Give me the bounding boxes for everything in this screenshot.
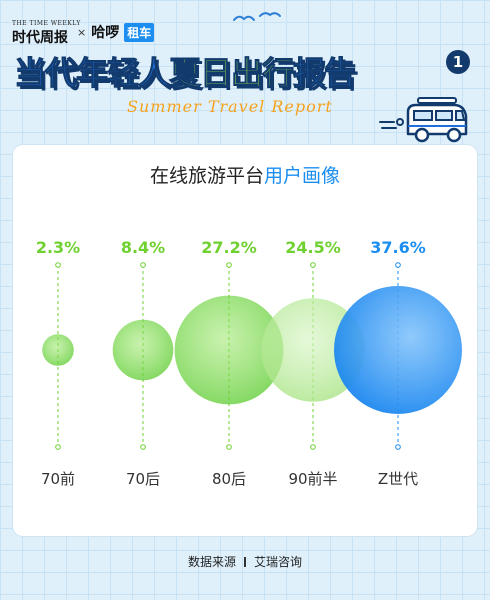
title-shadow-highlight: 夏日出行 bbox=[172, 57, 297, 95]
haluo-logo: 哈啰 bbox=[91, 25, 120, 41]
value-label: 2.3% bbox=[36, 238, 80, 257]
title-highlight: 夏日出行 bbox=[169, 54, 295, 93]
bubble-5 bbox=[334, 286, 462, 414]
bubble-2 bbox=[112, 319, 174, 381]
guide-top-dot bbox=[395, 262, 401, 268]
data-source: 数据来源 艾瑞咨询 bbox=[0, 553, 490, 570]
report-title-shadow: 当代年轻人夏日出行报告 bbox=[17, 51, 359, 97]
guide-top-dot bbox=[140, 262, 146, 268]
time-weekly-logo-en: THE TIME WEEKLY bbox=[12, 20, 81, 27]
bubble-4 bbox=[261, 298, 365, 402]
chart-title: 在线旅游平台用户画像 bbox=[13, 161, 477, 188]
report-title: 当代年轻人夏日出行报告 当代年轻人夏日出行报告 bbox=[13, 48, 444, 104]
birds-icon bbox=[233, 12, 281, 21]
category-label: 70前 bbox=[41, 470, 75, 488]
guide-bottom-dot bbox=[310, 444, 316, 450]
title-part1: 当代年轻人 bbox=[13, 54, 170, 93]
category-label: 90前半 bbox=[288, 470, 337, 488]
value-label: 27.2% bbox=[201, 238, 257, 257]
guide-top-dot bbox=[226, 262, 232, 268]
page-number-badge: 1 bbox=[446, 50, 470, 74]
guide-bottom-dot bbox=[395, 444, 401, 450]
report-title-main: 当代年轻人夏日出行报告 bbox=[13, 48, 357, 94]
guide-bottom-dot bbox=[140, 444, 146, 450]
value-label: 24.5% bbox=[285, 238, 341, 257]
chart-title-accent: 用户画像 bbox=[264, 165, 341, 187]
brand-row: THE TIME WEEKLY 时代周报 × 哈啰 租车 bbox=[12, 20, 155, 46]
value-label: 8.4% bbox=[121, 238, 165, 257]
value-label: 37.6% bbox=[370, 238, 426, 257]
title-part2: 报告 bbox=[293, 54, 357, 93]
zuche-tag: 租车 bbox=[124, 22, 155, 42]
category-label: 70后 bbox=[126, 470, 160, 488]
guide-bottom-dot bbox=[226, 444, 232, 450]
source-label: 数据来源 bbox=[187, 555, 236, 569]
chart-title-plain: 在线旅游平台 bbox=[149, 165, 264, 187]
source-separator bbox=[244, 557, 246, 567]
bubble-3 bbox=[174, 295, 284, 405]
time-weekly-logo: THE TIME WEEKLY 时代周报 bbox=[12, 20, 80, 46]
header: THE TIME WEEKLY 时代周报 × 哈啰 租车 当代年轻人夏日出行报告… bbox=[0, 0, 490, 143]
category-label: Z世代 bbox=[378, 470, 418, 488]
guide-top-dot bbox=[310, 262, 316, 268]
brand-times-sign: × bbox=[77, 25, 87, 39]
chart-card: 在线旅游平台用户画像 2.3% 8.4% 27.2% 24.5% 37.6% 70前 70后… bbox=[13, 145, 477, 536]
category-label: 80后 bbox=[212, 470, 246, 488]
bubble-chart: 2.3% 8.4% 27.2% 24.5% 37.6% 70前 70后 80后 90前半 Z世代 bbox=[36, 238, 462, 488]
report-subtitle: Summer Travel Report bbox=[127, 97, 333, 116]
time-weekly-logo-cn: 时代周报 bbox=[12, 30, 68, 46]
title-shadow-part2: 报告 bbox=[296, 57, 359, 95]
guide-top-dot bbox=[55, 262, 61, 268]
title-shadow-part1: 当代年轻人 bbox=[17, 57, 173, 95]
guide-bottom-dot bbox=[55, 444, 61, 450]
source-name: 艾瑞咨询 bbox=[254, 555, 303, 569]
camper-van-icon bbox=[379, 97, 468, 143]
bubble-1 bbox=[42, 334, 74, 366]
